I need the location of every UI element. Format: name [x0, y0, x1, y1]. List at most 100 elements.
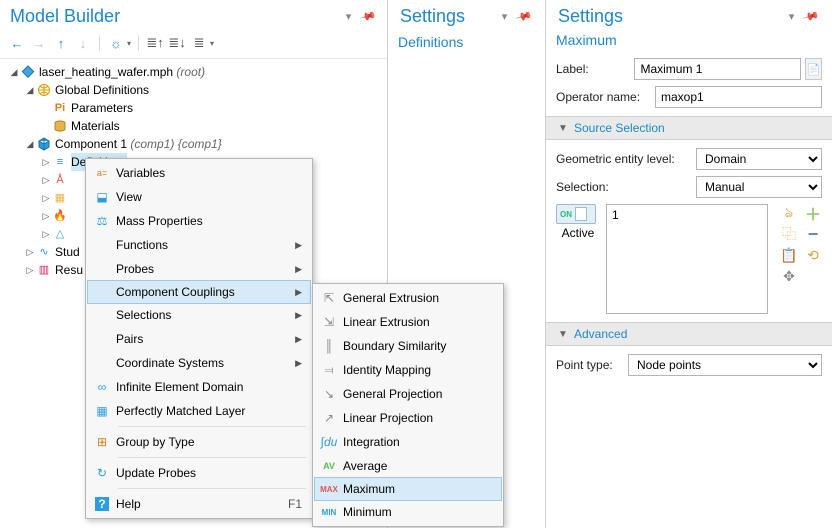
- add-icon[interactable]: ＋: [804, 204, 822, 222]
- submenu-general-extrusion[interactable]: ⇱General Extrusion: [315, 286, 501, 310]
- study-icon: ∿: [36, 244, 52, 260]
- tree-component[interactable]: ◢ Component 1 (comp1) {comp1}: [4, 135, 383, 153]
- selection-caption: Selection:: [556, 180, 696, 194]
- menu-component-couplings[interactable]: Component Couplings▶: [87, 280, 311, 304]
- up-icon[interactable]: ↑: [52, 34, 70, 52]
- expander-icon[interactable]: ▷: [40, 153, 52, 171]
- submenu-average[interactable]: AVAverage: [315, 454, 501, 478]
- gel-caption: Geometric entity level:: [556, 152, 696, 166]
- expander-icon[interactable]: ▷: [24, 261, 36, 279]
- expander-icon[interactable]: ▷: [40, 225, 52, 243]
- active-toggle[interactable]: ON Active: [556, 204, 600, 240]
- expand-icon[interactable]: ≣↓: [168, 34, 186, 52]
- settings-subtitle: Definitions: [398, 34, 535, 50]
- physics-icon: 🔥: [52, 208, 68, 224]
- expander-icon[interactable]: ◢: [24, 81, 36, 99]
- tag-button[interactable]: 📄: [805, 58, 822, 80]
- opname-field[interactable]: [655, 86, 822, 108]
- pointtype-select[interactable]: Node points: [628, 354, 822, 376]
- pin-icon[interactable]: 📌: [799, 5, 824, 27]
- menu-variables[interactable]: a=Variables: [88, 161, 310, 185]
- tree-global-defs[interactable]: ◢ Global Definitions: [4, 81, 383, 99]
- definitions-icon: ≡: [52, 154, 68, 170]
- materials-icon: [52, 118, 68, 134]
- model-builder-panel: Model Builder ▾ 📌 ← → ↑ ↓ ☼▾ ≣↑ ≣↓ ≣▾ ◢ …: [0, 0, 388, 528]
- menu-pml[interactable]: ▦Perfectly Matched Layer: [88, 399, 310, 423]
- show-icon[interactable]: ☼: [107, 34, 125, 52]
- submenu-boundary-similarity[interactable]: ║Boundary Similarity: [315, 334, 501, 358]
- expander-icon[interactable]: ▷: [40, 207, 52, 225]
- selection-entry[interactable]: 1: [612, 208, 619, 222]
- submenu-maximum[interactable]: MAXMaximum: [314, 477, 502, 501]
- menu-help[interactable]: ?HelpF1: [88, 492, 310, 516]
- model-toolbar: ← → ↑ ↓ ☼▾ ≣↑ ≣↓ ≣▾: [0, 30, 387, 59]
- menu-mass-properties[interactable]: ⚖Mass Properties: [88, 209, 310, 233]
- section-title: Source Selection: [574, 121, 665, 135]
- label-field[interactable]: [634, 58, 801, 80]
- root-icon: [20, 64, 36, 80]
- forward-icon: →: [30, 34, 48, 52]
- pin-icon[interactable]: 📌: [512, 5, 537, 27]
- toggle-icon[interactable]: ⟲: [804, 246, 822, 264]
- definitions-context-menu[interactable]: a=Variables ⬓View ⚖Mass Properties Funct…: [85, 158, 313, 519]
- opname-row: Operator name:: [556, 86, 822, 108]
- panel-controls: ▾ 📌: [342, 10, 379, 23]
- source-selection-header[interactable]: ▼ Source Selection: [546, 116, 832, 140]
- advanced-header[interactable]: ▼ Advanced: [546, 322, 832, 346]
- pin-icon[interactable]: 📌: [356, 5, 381, 27]
- menu-update-probes[interactable]: ↻Update Probes: [88, 461, 310, 485]
- submenu-minimum[interactable]: MINMinimum: [315, 500, 501, 524]
- menu-selections[interactable]: Selections▶: [88, 303, 310, 327]
- submenu-linear-projection[interactable]: ↗Linear Projection: [315, 406, 501, 430]
- menu-functions[interactable]: Functions▶: [88, 233, 310, 257]
- menu-coord-systems[interactable]: Coordinate Systems▶: [88, 351, 310, 375]
- tree-root[interactable]: ◢ laser_heating_wafer.mph (root): [4, 63, 383, 81]
- menu-pairs[interactable]: Pairs▶: [88, 327, 310, 351]
- panel-title: Settings: [556, 6, 623, 27]
- submenu-identity-mapping[interactable]: ⫤Identity Mapping: [315, 358, 501, 382]
- expander-icon[interactable]: ▷: [40, 189, 52, 207]
- tree-label: Component 1 (comp1) {comp1}: [55, 135, 222, 153]
- copy-icon[interactable]: ⿻: [780, 225, 798, 243]
- expander-icon[interactable]: ◢: [24, 135, 36, 153]
- collapse-icon[interactable]: ▼: [558, 123, 574, 134]
- expander-icon[interactable]: ▷: [40, 171, 52, 189]
- paste-icon[interactable]: ঌ: [780, 204, 798, 222]
- component-icon: [36, 136, 52, 152]
- move-icon[interactable]: ✥: [780, 267, 798, 285]
- pi-icon: Pi: [52, 100, 68, 116]
- dropdown-icon[interactable]: ▾: [342, 10, 356, 23]
- mesh-icon: △: [52, 226, 68, 242]
- panel-title: Settings: [398, 6, 465, 27]
- tree-label: laser_heating_wafer.mph (root): [39, 63, 205, 81]
- expander-icon[interactable]: ▷: [24, 243, 36, 261]
- down-icon: ↓: [74, 34, 92, 52]
- collapse-icon[interactable]: ≣↑: [146, 34, 164, 52]
- list-icon[interactable]: ≣: [190, 34, 208, 52]
- submenu-linear-extrusion[interactable]: ⇲Linear Extrusion: [315, 310, 501, 334]
- gel-select[interactable]: Domain: [696, 148, 822, 170]
- opname-caption: Operator name:: [556, 90, 655, 104]
- back-icon[interactable]: ←: [8, 34, 26, 52]
- selection-select[interactable]: Manual: [696, 176, 822, 198]
- couplings-submenu[interactable]: ⇱General Extrusion ⇲Linear Extrusion ║Bo…: [312, 283, 504, 527]
- submenu-general-projection[interactable]: ↘General Projection: [315, 382, 501, 406]
- menu-view[interactable]: ⬓View: [88, 185, 310, 209]
- collapse-icon[interactable]: ▼: [558, 329, 574, 340]
- tree-label: Materials: [71, 117, 120, 135]
- menu-group-by-type[interactable]: ⊞Group by Type: [88, 430, 310, 454]
- dropdown-icon[interactable]: ▾: [498, 10, 512, 23]
- results-icon: ▥: [36, 262, 52, 278]
- submenu-integration[interactable]: ∫duIntegration: [315, 430, 501, 454]
- paste2-icon[interactable]: 📋: [780, 246, 798, 264]
- selection-area: ON Active 1 ঌ ＋ ⿻− 📋 ⟲ ✥: [556, 204, 822, 314]
- selection-listbox[interactable]: 1: [606, 204, 768, 314]
- expander-icon[interactable]: ◢: [8, 63, 20, 81]
- remove-icon[interactable]: −: [804, 225, 822, 243]
- menu-probes[interactable]: Probes▶: [88, 257, 310, 281]
- dropdown-icon[interactable]: ▾: [785, 10, 799, 23]
- tree-parameters[interactable]: Pi Parameters: [4, 99, 383, 117]
- menu-infinite-element[interactable]: ∞Infinite Element Domain: [88, 375, 310, 399]
- tree-materials[interactable]: Materials: [4, 117, 383, 135]
- tree-label: Resu: [55, 261, 83, 279]
